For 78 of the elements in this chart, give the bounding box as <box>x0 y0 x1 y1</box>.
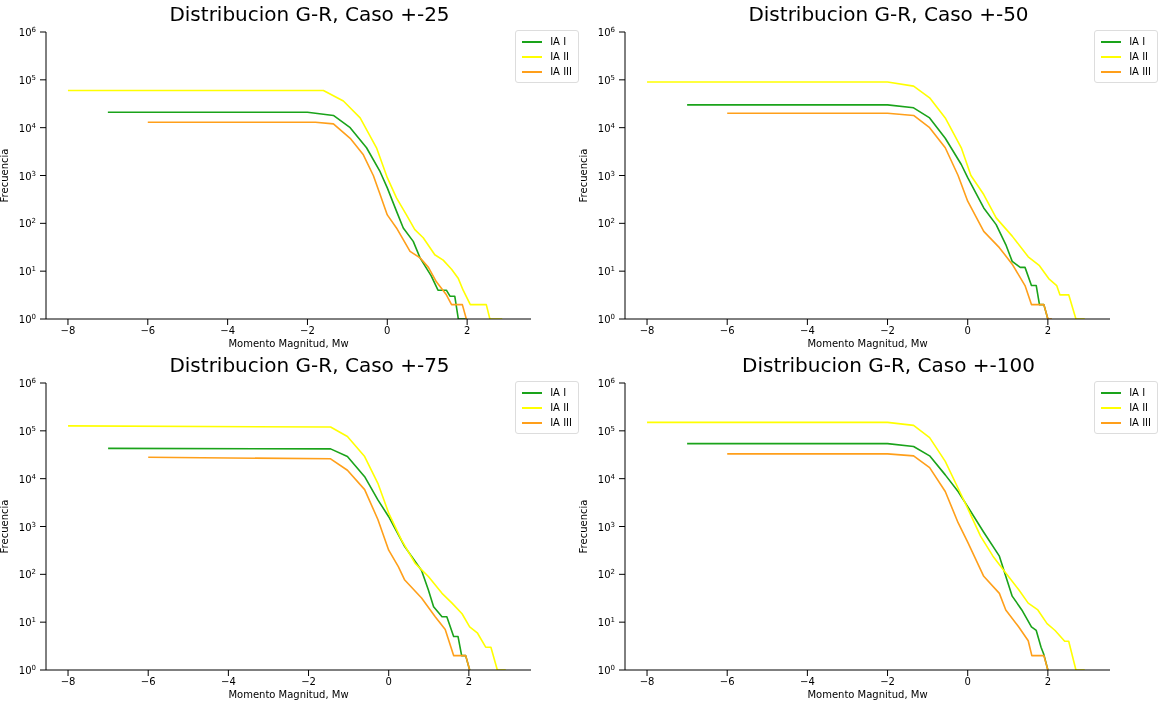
y-tick-label: 10$^{4}$ <box>597 472 616 485</box>
x-axis-title: Momento Magnitud, Mw <box>228 689 349 700</box>
y-tick-label: 10$^{6}$ <box>597 26 616 38</box>
y-tick-label: 10$^{1}$ <box>597 616 615 629</box>
y-axis-title: Frecuencia <box>0 148 10 203</box>
y-tick-label: 10$^{1}$ <box>18 265 36 278</box>
y-tick-label: 10$^{6}$ <box>597 377 616 389</box>
y-tick-label: 10$^{2}$ <box>18 568 36 581</box>
legend-label: IA I <box>1129 36 1146 47</box>
x-tick-label: −6 <box>140 325 156 337</box>
y-tick-label: 10$^{3}$ <box>18 520 36 533</box>
y-tick-label: 10$^{1}$ <box>18 616 36 629</box>
y-tick-label: 10$^{4}$ <box>18 472 37 485</box>
x-tick-label: 2 <box>463 325 471 337</box>
chart-title: Distribucion G-R, Caso +-50 <box>747 2 1030 26</box>
legend-label: IA I <box>550 387 567 398</box>
y-tick-label: 10$^{0}$ <box>597 664 615 676</box>
y-tick-label: 10$^{3}$ <box>18 169 36 182</box>
x-tick-label: −4 <box>220 325 235 337</box>
y-tick-label: 10$^{5}$ <box>597 424 615 437</box>
legend-label: IA I <box>1129 387 1146 398</box>
chart-title: Distribucion G-R, Caso +-75 <box>168 353 451 377</box>
x-tick-label: −8 <box>60 676 76 688</box>
x-axis-title: Momento Magnitud, Mw <box>228 338 349 349</box>
x-tick-label: −6 <box>719 325 735 337</box>
y-tick-label: 10$^{3}$ <box>597 520 615 533</box>
y-tick-label: 10$^{3}$ <box>597 169 615 182</box>
legend-label: IA III <box>550 66 572 77</box>
y-tick-label: 10$^{0}$ <box>18 664 36 676</box>
chart-title: Distribucion G-R, Caso +-25 <box>168 2 451 26</box>
y-tick-label: 10$^{4}$ <box>597 121 616 134</box>
x-tick-label: 0 <box>385 676 392 688</box>
x-tick-label: −4 <box>800 325 815 337</box>
y-axis-title: Frecuencia <box>0 499 10 554</box>
x-tick-label: 2 <box>1044 676 1052 688</box>
chart-title: Distribucion G-R, Caso +-100 <box>741 353 1036 377</box>
legend-label: IA III <box>1129 417 1151 428</box>
y-axis-title: Frecuencia <box>577 148 589 203</box>
x-tick-label: 0 <box>964 325 971 337</box>
y-tick-label: 10$^{5}$ <box>18 73 36 86</box>
y-tick-label: 10$^{2}$ <box>18 217 36 230</box>
y-tick-label: 10$^{6}$ <box>18 377 37 389</box>
x-tick-label: −8 <box>60 325 76 337</box>
x-tick-label: −6 <box>140 676 156 688</box>
x-tick-label: 0 <box>964 676 971 688</box>
y-tick-label: 10$^{2}$ <box>597 217 615 230</box>
legend-label: IA II <box>550 51 570 62</box>
x-tick-label: 2 <box>465 676 473 688</box>
x-tick-label: −4 <box>221 676 236 688</box>
x-tick-label: −2 <box>301 676 316 688</box>
y-tick-label: 10$^{4}$ <box>18 121 37 134</box>
x-tick-label: −6 <box>719 676 735 688</box>
y-tick-label: 10$^{1}$ <box>597 265 615 278</box>
y-tick-label: 10$^{5}$ <box>18 424 36 437</box>
legend-label: IA I <box>550 36 567 47</box>
y-tick-label: 10$^{2}$ <box>597 568 615 581</box>
y-tick-label: 10$^{6}$ <box>18 26 37 38</box>
line-series <box>726 453 1049 670</box>
y-axis-title: Frecuencia <box>577 499 589 554</box>
legend-label: IA II <box>1129 51 1149 62</box>
x-tick-label: 2 <box>1044 325 1052 337</box>
x-axis-title: Momento Magnitud, Mw <box>807 689 928 700</box>
x-axis-title: Momento Magnitud, Mw <box>807 338 928 349</box>
y-tick-label: 10$^{5}$ <box>597 73 615 86</box>
legend-label: IA II <box>1129 402 1149 413</box>
line-series <box>146 121 468 319</box>
legend-label: IA III <box>1129 66 1151 77</box>
x-tick-label: −8 <box>639 676 655 688</box>
y-tick-label: 10$^{0}$ <box>18 313 36 325</box>
legend-label: IA III <box>550 417 572 428</box>
x-tick-label: −2 <box>880 325 895 337</box>
y-tick-label: 10$^{0}$ <box>597 313 615 325</box>
legend-label: IA II <box>550 402 570 413</box>
x-tick-label: −4 <box>800 676 815 688</box>
x-tick-label: −8 <box>639 325 655 337</box>
x-tick-label: −2 <box>300 325 315 337</box>
x-tick-label: −2 <box>880 676 895 688</box>
x-tick-label: 0 <box>384 325 391 337</box>
